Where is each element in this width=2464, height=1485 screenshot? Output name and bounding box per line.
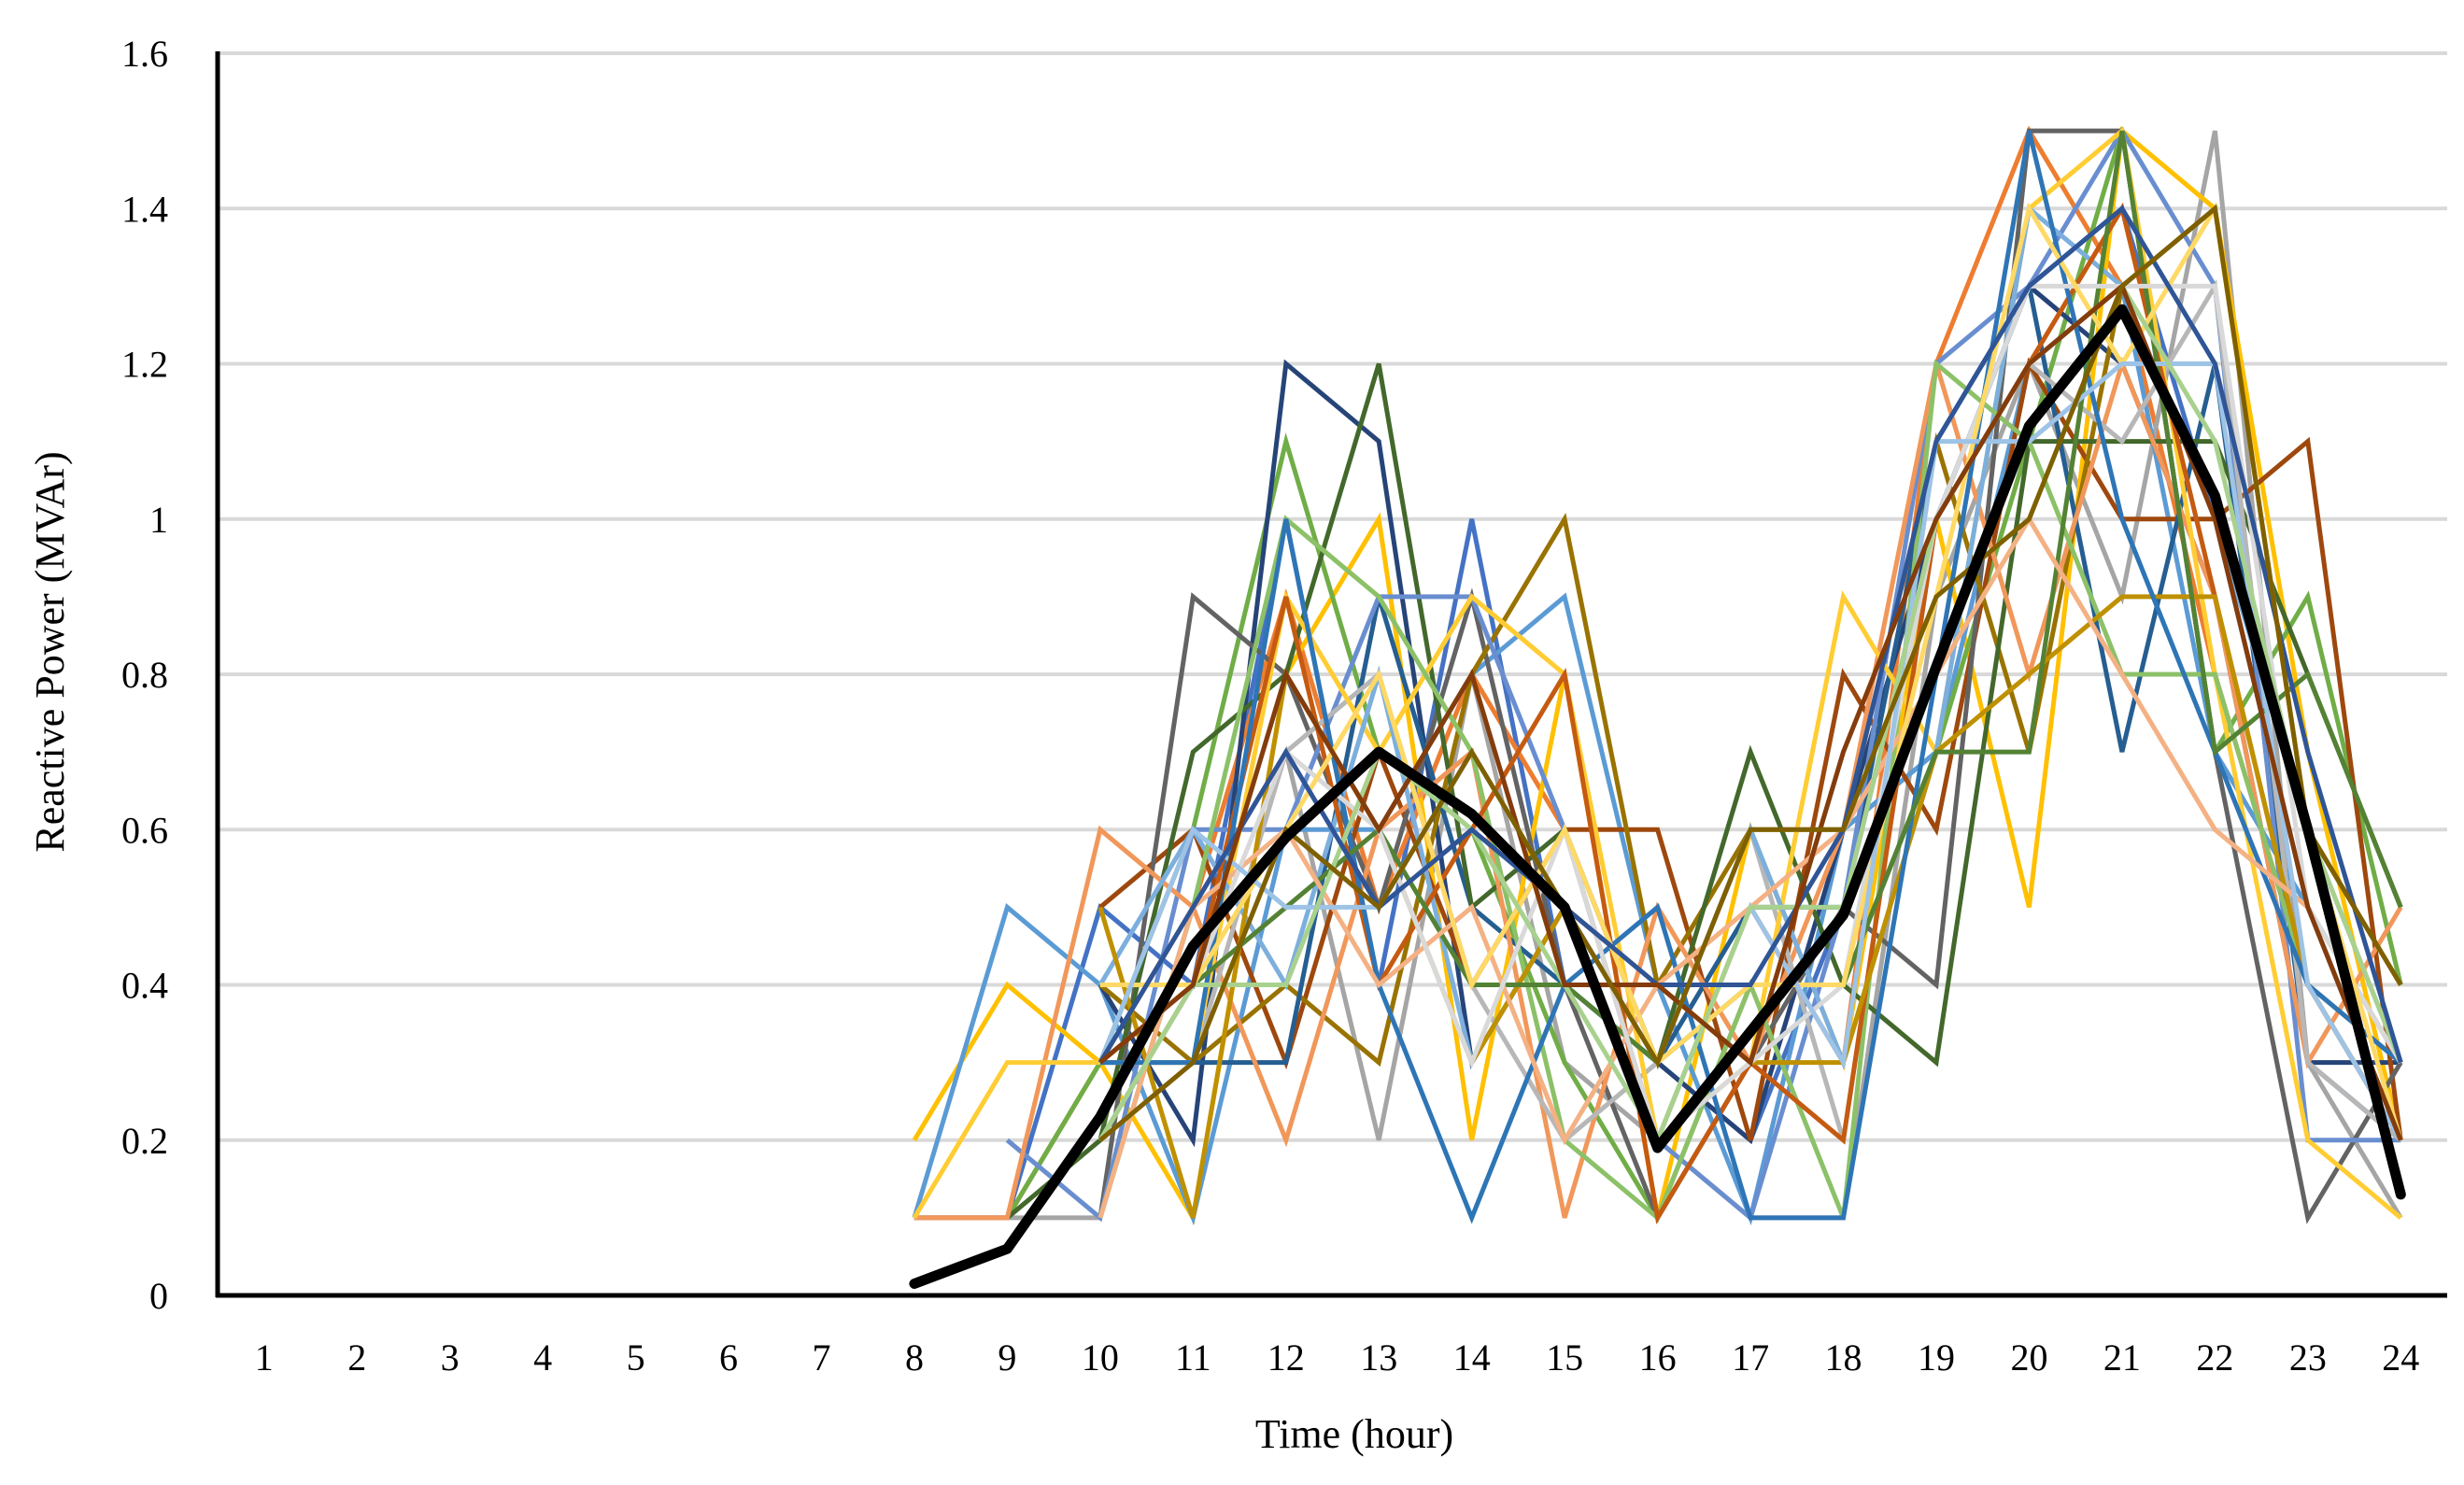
y-tick-label: 1.4 <box>121 188 168 230</box>
x-tick-label: 8 <box>905 1336 924 1379</box>
x-tick-labels: 1 2 3 4 5 6 7 8 9 10 11 12 13 14 15 16 17 18 19 20 21 22 23 24 <box>255 1336 2420 1379</box>
x-tick-label: 12 <box>1267 1336 1305 1379</box>
series-line-21 <box>1099 130 2402 1224</box>
x-tick-label: 23 <box>2289 1336 2327 1379</box>
x-tick-label: 9 <box>998 1336 1016 1379</box>
x-tick-label: 15 <box>1546 1336 1583 1379</box>
highlight-series <box>909 304 2406 1289</box>
y-tick-label: 0 <box>149 1275 168 1317</box>
x-tick-label: 22 <box>2196 1336 2233 1379</box>
x-tick-label: 21 <box>2103 1336 2141 1379</box>
x-tick-label: 13 <box>1360 1336 1397 1379</box>
x-tick-label: 24 <box>2382 1336 2419 1379</box>
highlight-series-line <box>909 304 2406 1289</box>
axes <box>215 51 2447 1298</box>
x-tick-label: 2 <box>347 1336 366 1379</box>
y-tick-label: 1.6 <box>121 33 168 75</box>
x-tick-label: 7 <box>812 1336 830 1379</box>
x-tick-label: 18 <box>1825 1336 1862 1379</box>
y-tick-label: 1 <box>149 499 168 541</box>
x-tick-label: 5 <box>627 1336 645 1379</box>
x-tick-label: 19 <box>1918 1336 1955 1379</box>
series-lines <box>912 125 2403 1226</box>
x-tick-label: 14 <box>1453 1336 1491 1379</box>
series-line-27 <box>1097 282 2403 1146</box>
y-tick-label: 0.6 <box>121 809 168 851</box>
y-tick-label: 1.2 <box>121 344 168 386</box>
y-tick-labels: 0 0.2 0.4 0.6 0.8 1 1.2 1.4 1.6 <box>121 33 168 1317</box>
series-line-30 <box>1098 204 2403 1142</box>
x-tick-label: 6 <box>719 1336 738 1379</box>
x-tick-label: 3 <box>441 1336 460 1379</box>
y-tick-label: 0.4 <box>121 965 168 1007</box>
x-tick-label: 4 <box>533 1336 552 1379</box>
x-tick-label: 17 <box>1732 1336 1769 1379</box>
x-tick-label: 10 <box>1082 1336 1119 1379</box>
x-tick-label: 20 <box>2010 1336 2047 1379</box>
x-tick-label: 16 <box>1639 1336 1677 1379</box>
y-tick-label: 0.2 <box>121 1120 168 1162</box>
y-tick-label: 0.8 <box>121 654 168 696</box>
x-axis-title: Time (hour) <box>1255 1411 1453 1457</box>
x-tick-label: 1 <box>255 1336 274 1379</box>
y-axis-title: Reactive Power (MVAr) <box>27 451 73 852</box>
x-tick-label: 11 <box>1175 1336 1211 1379</box>
